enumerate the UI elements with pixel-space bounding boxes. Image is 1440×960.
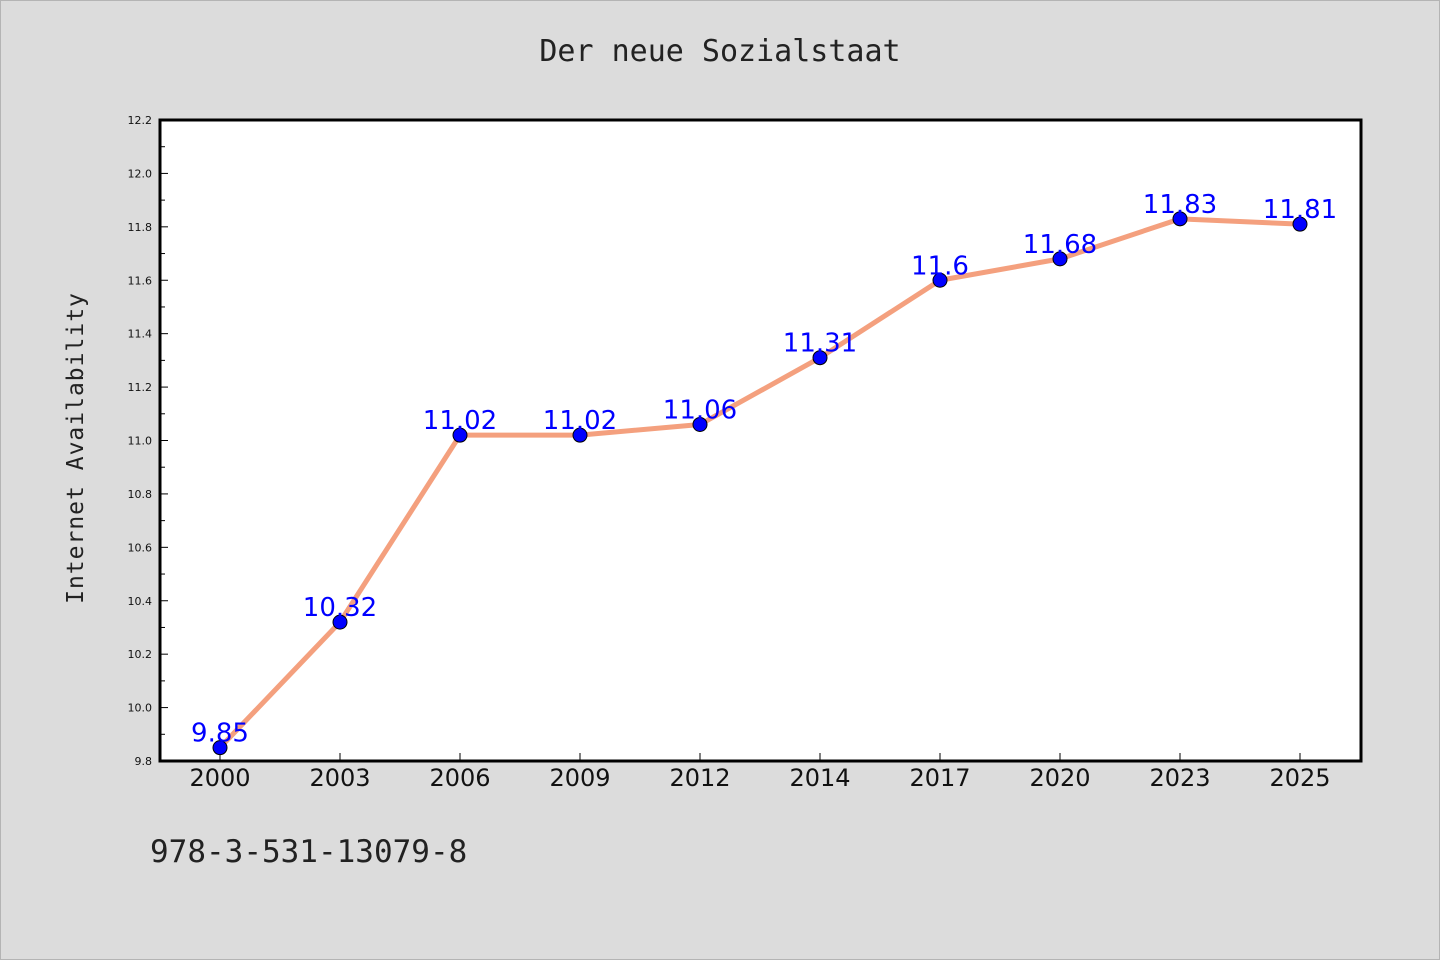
y-tick-label: 11.8 (128, 221, 153, 234)
data-label: 11.68 (1023, 230, 1097, 260)
data-point (572, 427, 588, 443)
data-label: 11.6 (911, 251, 969, 281)
y-tick-label: 10.2 (128, 648, 153, 661)
y-tick-label: 11.4 (128, 328, 153, 341)
x-tick-label: 2023 (1149, 764, 1210, 792)
data-label: 10.32 (303, 593, 377, 623)
y-tick-label: 12.0 (128, 167, 153, 180)
x-tick-label: 2009 (549, 764, 610, 792)
data-point (452, 427, 468, 443)
x-tick-label: 2012 (669, 764, 730, 792)
y-tick-label: 10.0 (128, 702, 153, 715)
data-point (1172, 211, 1188, 227)
data-label: 11.02 (543, 406, 617, 436)
data-point (1292, 216, 1308, 232)
data-point (1052, 251, 1068, 267)
y-tick-label: 9.8 (135, 755, 153, 768)
data-point (212, 740, 228, 756)
data-point (692, 416, 708, 432)
series-line (217, 216, 1303, 751)
x-tick-label: 2000 (189, 764, 250, 792)
x-tick-label: 2014 (789, 764, 850, 792)
y-tick-label: 12.2 (128, 114, 153, 127)
data-label: 11.31 (783, 329, 857, 359)
x-tick-label: 2006 (429, 764, 490, 792)
data-label: 11.06 (663, 395, 737, 425)
x-tick-label: 2017 (909, 764, 970, 792)
data-label: 11.81 (1263, 195, 1337, 225)
y-tick-label: 10.6 (128, 541, 153, 554)
y-tick-label: 10.4 (128, 595, 153, 608)
y-tick-label: 10.8 (128, 488, 153, 501)
data-label: 11.02 (423, 406, 497, 436)
chart-title: Der neue Sozialstaat (539, 34, 901, 69)
isbn-text: 978-3-531-13079-8 (150, 834, 468, 870)
x-tick-label: 2020 (1029, 764, 1090, 792)
data-point (332, 614, 348, 630)
y-tick-label: 11.6 (128, 274, 153, 287)
y-tick-label: 11.0 (128, 435, 153, 448)
x-tick-label: 2003 (309, 764, 370, 792)
data-point (932, 272, 948, 288)
y-tick-label: 11.2 (128, 381, 153, 394)
x-tick-label: 2025 (1269, 764, 1330, 792)
data-label: 9.85 (191, 719, 249, 749)
data-label: 11.83 (1143, 190, 1217, 220)
data-point (812, 350, 828, 366)
